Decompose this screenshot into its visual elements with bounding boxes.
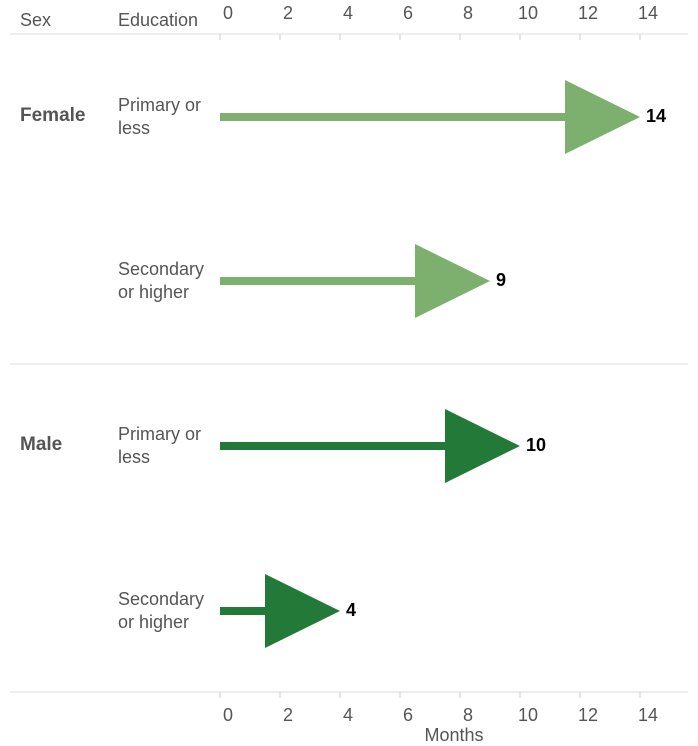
x-tick-label: 0 (223, 3, 233, 23)
x-tick-label: 12 (578, 3, 598, 23)
x-tick-label: 6 (403, 705, 413, 725)
data-label: 14 (646, 106, 666, 126)
data-label: 9 (496, 270, 506, 290)
arrow-head (415, 244, 490, 318)
category-label: Primary or less (118, 424, 202, 467)
x-tick-label: 0 (223, 705, 233, 725)
x-axis-label: Months (424, 725, 483, 745)
arrow-head (265, 574, 340, 648)
group-label: Female (20, 105, 86, 126)
category-label: Secondary or higher (118, 589, 205, 632)
category-label: Secondary or higher (118, 259, 205, 302)
x-tick-label: 14 (638, 705, 658, 725)
x-tick-label: 10 (518, 3, 538, 23)
column-header: Education (118, 10, 198, 30)
x-tick-label: 12 (578, 705, 598, 725)
group-label: Male (20, 434, 63, 455)
x-tick-label: 4 (343, 705, 353, 725)
arrow-head (565, 80, 640, 154)
x-tick-label: 6 (403, 3, 413, 23)
x-tick-label: 8 (463, 705, 473, 725)
data-label: 4 (346, 600, 356, 620)
category-label: Primary or less (118, 95, 202, 138)
x-tick-label: 4 (343, 3, 353, 23)
column-header: Sex (20, 10, 51, 30)
x-tick-label: 2 (283, 705, 293, 725)
arrow-head (445, 409, 520, 483)
x-tick-label: 14 (638, 3, 658, 23)
data-label: 10 (526, 435, 546, 455)
x-tick-label: 8 (463, 3, 473, 23)
x-tick-label: 2 (283, 3, 293, 23)
x-tick-label: 10 (518, 705, 538, 725)
